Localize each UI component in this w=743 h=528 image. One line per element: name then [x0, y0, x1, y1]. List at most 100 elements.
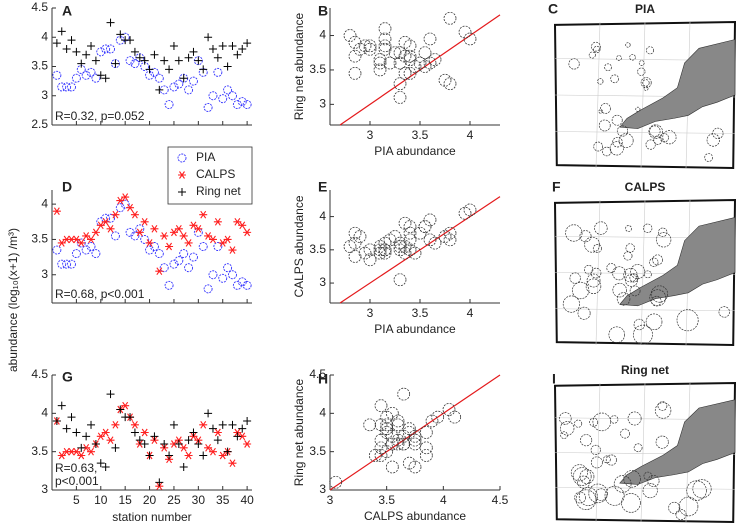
marker-plus — [228, 42, 237, 51]
marker-circle — [52, 70, 62, 80]
marker-circle — [242, 100, 252, 109]
scatter-point — [443, 233, 457, 247]
scatter-point — [442, 403, 456, 416]
scatter-point — [348, 49, 362, 63]
scatter-point — [423, 213, 437, 227]
scatter-point — [393, 56, 407, 70]
marker-plus — [174, 440, 183, 448]
x-tick-label: 20 — [143, 493, 157, 507]
map-circle — [675, 509, 687, 521]
map-circle — [642, 79, 650, 87]
marker-circle — [179, 249, 189, 259]
scatter-point — [358, 246, 372, 260]
land — [619, 39, 736, 129]
scatter-point — [378, 42, 392, 56]
marker-circle — [101, 44, 111, 54]
scatter-point — [373, 53, 387, 67]
scatter-point — [402, 426, 416, 439]
map-circle — [712, 127, 724, 139]
y-tick-label: 3.5 — [309, 242, 326, 256]
scatter-point — [343, 29, 357, 42]
x-tick-label: 35 — [216, 493, 230, 507]
marker-plus — [165, 65, 174, 74]
scatter-point — [398, 216, 412, 230]
map-circle — [562, 295, 580, 313]
y-tick-label: 4.5 — [31, 0, 48, 14]
marker-plus — [140, 56, 149, 65]
marker-plus — [106, 18, 115, 27]
annotation: p<0.001 — [55, 474, 99, 488]
marker-circle — [149, 242, 159, 251]
marker-plus — [204, 33, 213, 42]
scatter-point — [380, 418, 394, 432]
marker-circle — [81, 245, 91, 255]
y-tick-label: 3 — [41, 267, 48, 281]
x-tick-label: 4 — [467, 128, 474, 142]
marker-star — [135, 228, 144, 237]
scatter-point — [393, 236, 407, 250]
y-tick-label: 3 — [319, 275, 326, 289]
marker-plus — [145, 451, 154, 460]
marker-star — [238, 221, 247, 230]
marker-circle — [125, 227, 135, 237]
map-circle — [629, 273, 639, 283]
map-circle — [609, 141, 624, 156]
x-tick-label: 3.5 — [412, 306, 429, 320]
marker-star — [130, 210, 139, 219]
marker-circle — [177, 153, 187, 163]
marker-plus — [87, 42, 96, 51]
map-circle — [627, 411, 642, 426]
marker-circle — [232, 100, 242, 109]
marker-plus — [160, 440, 169, 448]
marker-circle — [67, 259, 76, 269]
panel-letter: C — [548, 1, 558, 17]
marker-plus — [77, 443, 86, 452]
marker-star — [213, 428, 222, 437]
map-circle — [572, 467, 592, 486]
map-circle — [598, 119, 611, 132]
scatter-point — [383, 56, 397, 70]
marker-star — [145, 239, 154, 247]
map-circle — [630, 264, 646, 280]
marker-star — [87, 235, 96, 244]
map-circle — [632, 324, 653, 345]
scatter-point — [329, 475, 343, 489]
map-circle — [603, 455, 611, 464]
scatter-point — [373, 246, 387, 260]
marker-star — [179, 444, 188, 452]
map-circle — [651, 295, 662, 307]
map-circle — [658, 227, 668, 237]
marker-circle — [115, 203, 125, 213]
map-circle — [592, 412, 612, 432]
y-tick-label: 4.5 — [31, 367, 48, 381]
marker-circle — [71, 249, 81, 259]
scatter-point — [408, 433, 422, 447]
series-group — [52, 193, 252, 294]
marker-plus — [199, 451, 208, 460]
map-circle — [642, 483, 658, 499]
scatter-point — [403, 226, 417, 240]
map-circle — [570, 464, 588, 482]
marker-star — [165, 242, 174, 251]
marker-plus — [204, 409, 213, 418]
scatter-point — [419, 426, 433, 439]
scatter-point — [358, 39, 372, 53]
marker-circle — [86, 67, 96, 77]
map-circle — [602, 146, 612, 157]
map-circle — [657, 401, 668, 411]
scatter-point — [388, 230, 402, 243]
y-tick-label: 4.5 — [309, 367, 326, 381]
marker-circle — [57, 259, 67, 269]
marker-plus — [243, 417, 252, 425]
map-circle — [645, 313, 663, 331]
marker-circle — [71, 73, 81, 83]
map-circle — [633, 318, 646, 331]
marker-circle — [237, 277, 247, 287]
map-circle — [620, 428, 630, 439]
map-circle — [580, 434, 593, 447]
marker-plus — [96, 459, 105, 468]
scatter-point — [378, 32, 392, 46]
y-tick-label: 4 — [319, 28, 326, 42]
map-circle — [586, 273, 601, 288]
marker-star — [160, 232, 169, 240]
